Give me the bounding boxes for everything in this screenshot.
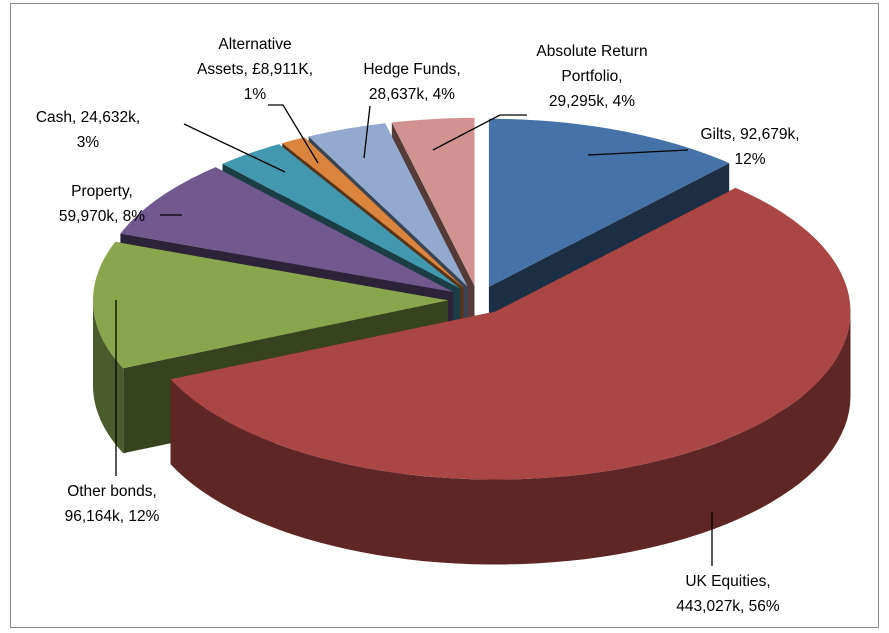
data-label: Property, — [71, 183, 133, 200]
slice — [93, 241, 448, 369]
data-label: UK Equities, — [685, 573, 770, 590]
data-label: Assets, £8,911K, — [197, 61, 313, 78]
data-label: 12% — [734, 151, 765, 168]
slice — [308, 123, 468, 287]
leader-line — [587, 149, 689, 156]
slice-wall — [170, 311, 851, 565]
leader-line — [363, 105, 371, 159]
data-label: Portfolio, — [561, 68, 622, 85]
slice — [391, 117, 475, 286]
leader-line — [183, 123, 286, 173]
data-label: Alternative — [218, 36, 291, 53]
data-label: 29,295k, 4% — [549, 93, 635, 110]
data-label: 59,970k, 8% — [59, 208, 145, 225]
data-label: 28,637k, 4% — [369, 86, 455, 103]
data-label: 3% — [77, 134, 100, 151]
leader-line — [268, 104, 319, 164]
leader-line — [432, 114, 527, 151]
slice — [120, 167, 454, 292]
slice — [488, 118, 730, 287]
slice — [282, 137, 464, 288]
data-label: Hedge Funds, — [363, 61, 460, 78]
data-label: 96,164k, 12% — [65, 508, 160, 525]
data-label: Cash, 24,632k, — [36, 109, 140, 126]
data-label: 1% — [244, 86, 267, 103]
data-label: Absolute Return — [536, 43, 647, 60]
slice — [222, 144, 461, 289]
data-label: Other bonds, — [67, 483, 157, 500]
data-label: Gilts, 92,679k, — [700, 126, 799, 143]
slice — [170, 187, 851, 480]
data-label: 443,027k, 56% — [676, 598, 780, 615]
